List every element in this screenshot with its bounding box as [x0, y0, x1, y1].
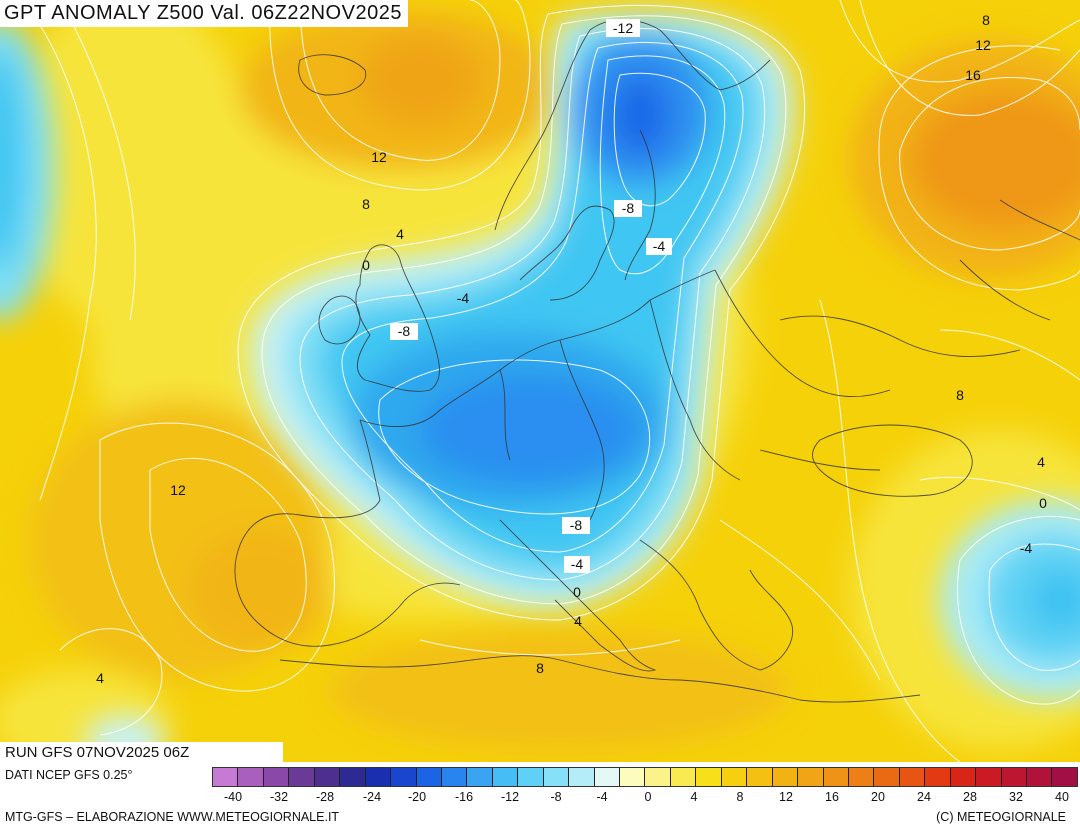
scale-tick-label: 0 [644, 790, 652, 804]
color-swatch [798, 768, 824, 786]
color-swatch [848, 768, 875, 786]
scale-tick-label: -16 [454, 790, 474, 804]
color-swatch [696, 768, 722, 786]
scale-tick-label: -4 [596, 790, 608, 804]
color-swatch [874, 768, 900, 786]
scale-tick-label: -8 [550, 790, 562, 804]
scale-tick-label: 32 [1009, 790, 1023, 804]
scale-tick-label: -20 [407, 790, 427, 804]
color-swatch [925, 768, 951, 786]
scale-tick-label: 28 [963, 790, 977, 804]
contour-label: -4 [653, 238, 666, 254]
color-swatch [645, 768, 671, 786]
color-swatch [340, 768, 366, 786]
color-swatch [441, 768, 468, 786]
scale-tick-label: 40 [1055, 790, 1069, 804]
color-swatch [238, 768, 264, 786]
color-swatch [1052, 768, 1077, 786]
color-swatch [492, 768, 519, 786]
contour-label: 0 [573, 584, 581, 600]
contour-label: 4 [1037, 454, 1045, 470]
contour-label: -4 [457, 290, 470, 306]
contour-label: 0 [362, 257, 370, 273]
contour-label: 8 [956, 387, 964, 403]
color-swatch [314, 768, 341, 786]
color-swatch [416, 768, 442, 786]
map-title: GPT ANOMALY Z500 Val. 06Z22NOV2025 [0, 0, 408, 27]
contour-label: 0 [1039, 495, 1047, 511]
contour-label: 4 [574, 613, 582, 629]
contour-label: 12 [371, 149, 387, 165]
contour-label: 12 [975, 37, 991, 53]
scale-tick-label: -24 [362, 790, 382, 804]
contour-label: -8 [622, 200, 635, 216]
color-scale-bar [212, 767, 1078, 787]
color-swatch [263, 768, 290, 786]
scale-tick-label: -12 [500, 790, 520, 804]
scale-tick-label: 16 [825, 790, 839, 804]
contour-label: -8 [570, 517, 583, 533]
color-swatch [721, 768, 748, 786]
color-swatch [467, 768, 493, 786]
color-swatch [950, 768, 977, 786]
color-swatch [772, 768, 799, 786]
scale-tick-label: 24 [917, 790, 931, 804]
color-swatch [213, 768, 239, 786]
contour-label: -4 [1020, 540, 1033, 556]
color-swatch [543, 768, 570, 786]
contour-label: 8 [982, 12, 990, 28]
color-swatch [620, 768, 646, 786]
contour-label: 8 [536, 660, 544, 676]
contour-label: -4 [571, 556, 584, 572]
legend-panel: DATI NCEP GFS 0.25° -40 -32 -28 -24 -20 -16 -1… [0, 764, 1080, 835]
footer-credit: MTG-GFS – ELABORAZIONE WWW.METEOGIORNALE… [5, 810, 340, 824]
color-swatch [670, 768, 697, 786]
color-swatch [976, 768, 1002, 786]
color-swatch [899, 768, 926, 786]
contour-label: 4 [396, 226, 404, 242]
data-source: DATI NCEP GFS 0.25° [5, 768, 133, 782]
color-swatch [569, 768, 595, 786]
scale-tick-label: 12 [779, 790, 793, 804]
contour-label: 8 [362, 196, 370, 212]
contour-label: -8 [398, 323, 411, 339]
scale-tick-label: -32 [269, 790, 289, 804]
anomaly-map: -12 8 12 16 12 8 4 0 -8 -4 -4 -8 8 4 0 -… [0, 0, 1080, 762]
scale-tick-label: 8 [736, 790, 744, 804]
scale-tick-label: 20 [871, 790, 885, 804]
color-swatch [289, 768, 315, 786]
color-swatch [518, 768, 544, 786]
color-scale-ticks: -40 -32 -28 -24 -20 -16 -12 -8 -4 0 4 8 12 16 20 24 28 32… [212, 790, 1078, 806]
scale-tick-label: -40 [223, 790, 243, 804]
scale-tick-label: 4 [690, 790, 698, 804]
contour-label: 12 [170, 482, 186, 498]
contour-label: 4 [96, 670, 104, 686]
color-swatch [1001, 768, 1027, 786]
footer-copyright: (C) METEOGIORNALE [936, 810, 1066, 824]
run-info: RUN GFS 07NOV2025 06Z [0, 742, 283, 764]
color-swatch [365, 768, 392, 786]
scale-tick-label: -28 [315, 790, 335, 804]
contour-label: 16 [965, 67, 981, 83]
color-swatch [391, 768, 417, 786]
color-swatch [823, 768, 849, 786]
color-swatch [747, 768, 773, 786]
color-swatch [1027, 768, 1053, 786]
color-swatch [594, 768, 620, 786]
contour-label: -12 [613, 20, 633, 36]
